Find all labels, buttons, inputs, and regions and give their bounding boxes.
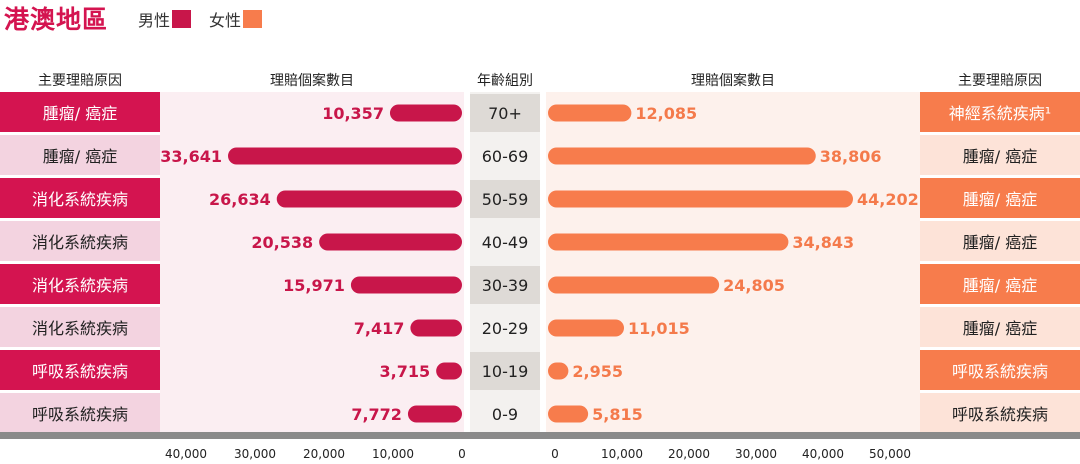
- male-cause-cell: 腫瘤/ 癌症: [0, 135, 160, 175]
- male-value-label: 7,417: [354, 319, 405, 338]
- table-row: 腫瘤/ 癌症 60-69 腫瘤/ 癌症: [0, 135, 1080, 178]
- female-cause-cell: 神經系統疾病¹: [920, 92, 1080, 132]
- age-group-label: 0-9: [491, 404, 519, 424]
- age-group-label: 50-59: [470, 180, 540, 218]
- male-value-label: 3,715: [380, 362, 431, 381]
- male-axis-tick-label: 10,000: [372, 447, 414, 461]
- female-cause-cell: 腫瘤/ 癌症: [920, 221, 1080, 261]
- legend-male-swatch: [172, 10, 192, 28]
- male-value-label: 15,971: [283, 276, 345, 295]
- male-value-label: 7,772: [351, 405, 402, 424]
- male-bar: [410, 319, 462, 337]
- age-group-label: 70+: [470, 94, 540, 132]
- table-row: 消化系統疾病 40-49 腫瘤/ 癌症: [0, 221, 1080, 264]
- chart-title: 港澳地區: [4, 5, 109, 34]
- female-value-label: 2,955: [572, 362, 623, 381]
- female-cause-cell: 腫瘤/ 癌症: [920, 178, 1080, 218]
- female-bar: [548, 362, 569, 380]
- header-left-count: 理賠個案數目: [270, 73, 354, 89]
- male-cause-cell: 腫瘤/ 癌症: [0, 92, 160, 132]
- female-value-label: 12,085: [635, 104, 697, 123]
- legend-female-swatch: [243, 10, 263, 28]
- female-value-label: 44,202: [857, 190, 919, 209]
- male-axis-tick-label: 40,000: [165, 447, 207, 461]
- age-group-label: 60-69: [481, 146, 529, 166]
- male-value-label: 33,641: [160, 147, 222, 166]
- female-cause-cell: 呼吸系統疾病: [920, 393, 1080, 433]
- female-cause-cell: 腫瘤/ 癌症: [920, 307, 1080, 347]
- male-axis-tick-label: 30,000: [234, 447, 276, 461]
- female-bar: [548, 276, 720, 294]
- female-bar: [548, 190, 853, 208]
- male-value-label: 20,538: [251, 233, 313, 252]
- male-bar: [228, 147, 462, 165]
- age-group-label: 40-49: [481, 232, 529, 252]
- table-row: 呼吸系統疾病 0-9 呼吸系統疾病: [0, 393, 1080, 436]
- male-bar: [407, 405, 462, 423]
- male-bar: [319, 233, 462, 251]
- age-group-label: 30-39: [470, 266, 540, 304]
- female-axis-tick-label: 30,000: [735, 447, 777, 461]
- table-row: 消化系統疾病 20-29 腫瘤/ 癌症: [0, 307, 1080, 350]
- header-age-group: 年齡組別: [477, 73, 533, 89]
- female-bar: [548, 405, 589, 423]
- header-right-cause: 主要理賠原因: [958, 73, 1042, 89]
- male-bar: [350, 276, 462, 294]
- female-bar: [548, 319, 625, 337]
- table-row: 消化系統疾病 30-39 腫瘤/ 癌症: [0, 264, 1080, 307]
- male-cause-cell: 消化系統疾病: [0, 307, 160, 347]
- male-bar: [276, 190, 462, 208]
- female-axis-tick-label: 10,000: [601, 447, 643, 461]
- male-cause-cell: 呼吸系統疾病: [0, 393, 160, 433]
- female-axis-tick-label: 50,000: [869, 447, 911, 461]
- female-value-label: 38,806: [820, 147, 882, 166]
- male-cause-cell: 呼吸系統疾病: [0, 350, 160, 390]
- header-left-cause: 主要理賠原因: [38, 73, 122, 89]
- male-axis-tick-label: 20,000: [303, 447, 345, 461]
- legend-male-label: 男性: [138, 11, 171, 30]
- female-cause-cell: 呼吸系統疾病: [920, 350, 1080, 390]
- male-bar: [436, 362, 462, 380]
- female-axis-tick-label: 0: [551, 447, 559, 461]
- female-value-label: 34,843: [792, 233, 854, 252]
- female-bar: [548, 233, 789, 251]
- male-cause-cell: 消化系統疾病: [0, 221, 160, 261]
- male-value-label: 10,357: [322, 104, 384, 123]
- table-row: 腫瘤/ 癌症 70+ 神經系統疾病¹: [0, 92, 1080, 135]
- legend-female-label: 女性: [209, 11, 242, 30]
- age-group-label: 10-19: [470, 352, 540, 390]
- female-value-label: 5,815: [592, 405, 643, 424]
- female-axis-tick-label: 40,000: [802, 447, 844, 461]
- female-bar: [548, 147, 816, 165]
- header-right-count: 理賠個案數目: [691, 73, 775, 89]
- table-row: 呼吸系統疾病 10-19 呼吸系統疾病: [0, 350, 1080, 393]
- table-row: 消化系統疾病 50-59 腫瘤/ 癌症: [0, 178, 1080, 221]
- age-group-label: 20-29: [481, 318, 529, 338]
- female-value-label: 24,805: [723, 276, 785, 295]
- male-bar: [389, 104, 462, 122]
- female-cause-cell: 腫瘤/ 癌症: [920, 264, 1080, 304]
- male-cause-cell: 消化系統疾病: [0, 178, 160, 218]
- male-value-label: 26,634: [209, 190, 271, 209]
- male-cause-cell: 消化系統疾病: [0, 264, 160, 304]
- baseline: [0, 432, 1080, 439]
- female-axis-tick-label: 20,000: [668, 447, 710, 461]
- male-axis-tick-label: 0: [458, 447, 466, 461]
- female-bar: [548, 104, 632, 122]
- legend: 男性 女性: [138, 7, 280, 31]
- female-value-label: 11,015: [628, 319, 690, 338]
- female-cause-cell: 腫瘤/ 癌症: [920, 135, 1080, 175]
